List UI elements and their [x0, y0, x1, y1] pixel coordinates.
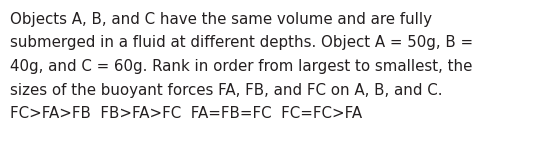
- Text: Objects A, B, and C have the same volume and are fully: Objects A, B, and C have the same volume…: [10, 12, 432, 27]
- Text: submerged in a fluid at different depths. Object A = 50g, B =: submerged in a fluid at different depths…: [10, 35, 473, 51]
- Text: FC>FA>FB  FB>FA>FC  FA=FB=FC  FC=FC>FA: FC>FA>FB FB>FA>FC FA=FB=FC FC=FC>FA: [10, 106, 362, 121]
- Text: sizes of the buoyant forces FA, FB, and FC on A, B, and C.: sizes of the buoyant forces FA, FB, and …: [10, 82, 442, 98]
- Text: 40g, and C = 60g. Rank in order from largest to smallest, the: 40g, and C = 60g. Rank in order from lar…: [10, 59, 473, 74]
